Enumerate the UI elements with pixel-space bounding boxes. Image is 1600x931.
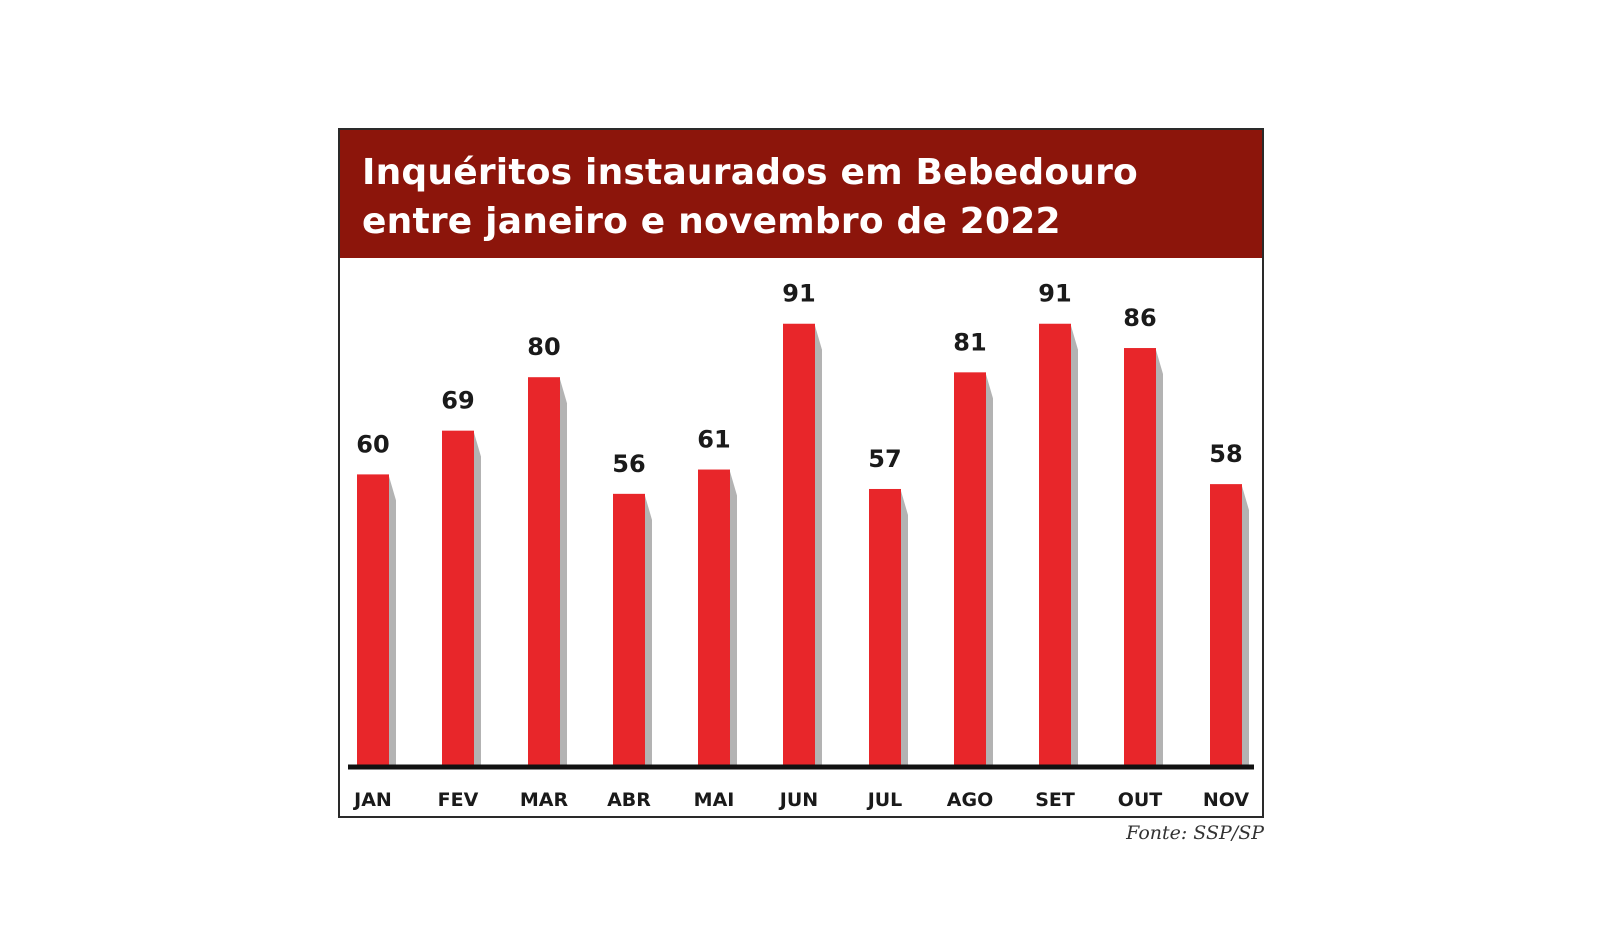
data-label-mai: 61 — [697, 426, 730, 454]
x-tick-label-fev: FEV — [438, 789, 479, 811]
bar-shadow — [1242, 486, 1249, 766]
data-label-mar: 80 — [527, 333, 560, 361]
bar-chart: 60 JAN 69 FEV 80 MAR 56 ABR 61 MAI 91 JUN 57 JUL 81 AGO… — [348, 280, 1254, 811]
bar-shadow — [1071, 325, 1078, 766]
data-label-jul: 57 — [868, 445, 901, 473]
data-label-jan: 60 — [356, 430, 389, 458]
x-tick-label-set: SET — [1035, 789, 1075, 811]
bar-jul — [869, 488, 901, 766]
bar-jan — [357, 474, 389, 766]
x-tick-label-mai: MAI — [694, 789, 735, 811]
x-tick-label-nov: NOV — [1203, 789, 1250, 811]
chart-title-line-2: entre janeiro e novembro de 2022 — [362, 201, 1061, 242]
bar-shadow — [730, 471, 737, 766]
data-label-set: 91 — [1038, 280, 1071, 308]
bar-fev — [442, 430, 474, 766]
x-tick-label-abr: ABR — [607, 789, 651, 811]
bar-mar — [528, 377, 560, 766]
x-tick-label-mar: MAR — [520, 789, 569, 811]
data-label-out: 86 — [1123, 304, 1156, 332]
bar-jun — [783, 323, 815, 766]
chart-frame: Inquéritos instaurados em Bebedouro entr… — [338, 128, 1264, 818]
bar-shadow — [986, 374, 993, 766]
bar-shadow — [815, 325, 822, 766]
x-tick-label-jun: JUN — [778, 789, 818, 811]
bar-shadow — [389, 476, 396, 766]
chart-title-line-1: Inquéritos instaurados em Bebedouro — [362, 152, 1138, 193]
data-label-jun: 91 — [782, 280, 815, 308]
data-label-fev: 69 — [441, 387, 474, 415]
x-tick-label-jul: JUL — [866, 789, 903, 811]
x-tick-label-jan: JAN — [352, 789, 392, 811]
bar-abr — [613, 493, 645, 766]
x-tick-label-ago: AGO — [947, 789, 993, 811]
bar-set — [1039, 323, 1071, 766]
bar-shadow — [1156, 350, 1163, 766]
bar-shadow — [474, 432, 481, 766]
source-note: Fonte: SSP/SP — [1126, 822, 1264, 844]
bar-out — [1124, 348, 1156, 766]
bar-nov — [1210, 484, 1242, 766]
data-label-ago: 81 — [953, 328, 986, 356]
bar-shadow — [560, 379, 567, 766]
bar-mai — [698, 469, 730, 766]
bar-shadow — [645, 495, 652, 766]
bar-ago — [954, 372, 986, 766]
bar-shadow — [901, 490, 908, 766]
x-tick-label-out: OUT — [1118, 789, 1163, 811]
data-label-nov: 58 — [1209, 440, 1242, 468]
data-label-abr: 56 — [612, 450, 645, 478]
chart-title: Inquéritos instaurados em Bebedouro entr… — [340, 130, 1262, 258]
